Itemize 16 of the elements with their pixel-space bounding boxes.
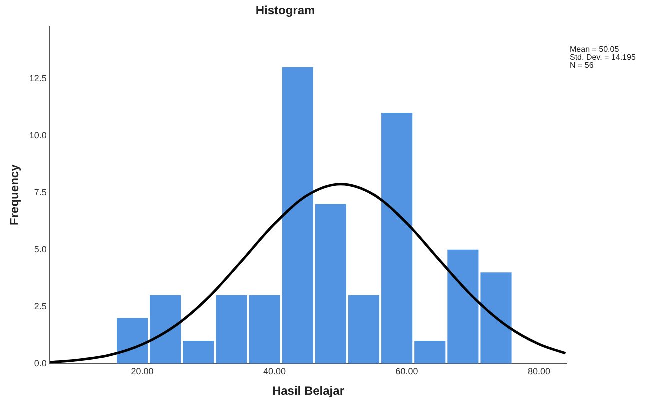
text: Std. Dev. = 14.195 [570,53,636,62]
text: N = 56 [570,61,594,70]
x-axis-title: Hasil Belajar [272,384,345,398]
chart-title: Histogram [256,4,316,18]
x-tick-label: 40.00 [263,366,286,377]
y-axis-title: Frequency [8,164,22,226]
y-tick-label: 2.5 [34,301,47,312]
y-tick-label: 12.5 [29,73,47,84]
y-tick-label: 0.0 [34,358,47,368]
y-tick-label: 10.0 [29,130,47,140]
x-tick-label: 20.00 [131,366,154,377]
x-tick-label: 80.00 [528,366,550,377]
y-tick-label: 5.0 [34,244,47,254]
text: Mean = 50.05 [570,45,620,54]
x-tick-label: 60.00 [396,366,418,377]
y-tick-label: 7.5 [34,187,47,198]
